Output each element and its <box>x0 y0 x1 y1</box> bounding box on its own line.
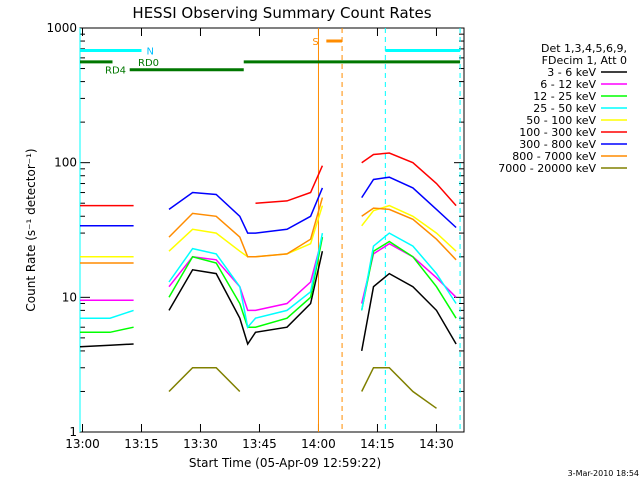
y-tick-label: 1 <box>69 425 77 439</box>
legend-entry-label: 25 - 50 keV <box>533 102 596 115</box>
legend-header: FDecim 1, Att 0 <box>542 54 627 67</box>
series-line <box>168 236 324 312</box>
y-tick-label: 1000 <box>46 21 77 35</box>
series-line <box>361 366 437 409</box>
series-line <box>168 187 324 234</box>
series-line <box>361 176 457 229</box>
x-tick-label: 13:45 <box>242 437 277 451</box>
legend-entry-label: 12 - 25 keV <box>533 90 596 103</box>
readout-bar-label: RD0 <box>138 58 159 69</box>
series-line <box>361 204 457 252</box>
y-tick-label: 10 <box>62 290 77 304</box>
plot-frame <box>79 27 465 433</box>
series-line <box>168 197 324 258</box>
series-line <box>79 343 134 348</box>
readout-bar-label: RD4 <box>105 66 126 77</box>
series-line <box>360 232 457 311</box>
series-line <box>80 309 134 319</box>
series-line <box>360 240 457 319</box>
night-bar-label: N <box>146 47 153 58</box>
legend-entry-label: 300 - 800 keV <box>519 138 596 151</box>
y-tick-label: 100 <box>54 156 77 170</box>
series-lines <box>79 152 457 409</box>
legend-entry-label: 3 - 6 keV <box>547 66 596 79</box>
legend-entry-label: 100 - 300 keV <box>519 126 596 139</box>
series-line <box>361 152 457 207</box>
axis-ticks: 13:00 13:15 13:30 13:45 14:00 14:15 14:30 1 10 10… <box>46 21 464 451</box>
footer-date: 3-Mar-2010 18:54 <box>568 469 639 478</box>
y-axis-label: Count Rate (s⁻¹ detector⁻¹) <box>24 148 38 311</box>
x-tick-label: 14:15 <box>360 437 395 451</box>
x-tick-label: 14:30 <box>419 437 454 451</box>
series-line <box>168 366 241 393</box>
series-line <box>360 272 457 352</box>
legend-entry-label: 7000 - 20000 keV <box>498 162 596 175</box>
series-line <box>80 326 134 334</box>
series-line <box>168 232 324 329</box>
x-tick-label: 13:00 <box>65 437 100 451</box>
x-tick-label: 13:30 <box>183 437 218 451</box>
series-line <box>168 251 324 346</box>
legend-header: Det 1,3,4,5,6,9, <box>541 42 627 55</box>
x-tick-label: 14:00 <box>301 437 336 451</box>
series-line <box>361 207 457 261</box>
saa-bar-label: S <box>312 37 318 48</box>
series-line <box>255 165 324 204</box>
x-axis-label: Start Time (05-Apr-09 12:59:22) <box>189 456 381 470</box>
legend: Det 1,3,4,5,6,9,FDecim 1, Att 03 - 6 keV… <box>498 42 627 175</box>
chart-title: HESSI Observing Summary Count Rates <box>132 4 431 22</box>
legend-entry-label: 6 - 12 keV <box>540 78 596 91</box>
legend-entry-label: 800 - 7000 keV <box>512 150 596 163</box>
x-tick-label: 13:15 <box>124 437 159 451</box>
legend-entry-label: 50 - 100 keV <box>526 114 596 127</box>
